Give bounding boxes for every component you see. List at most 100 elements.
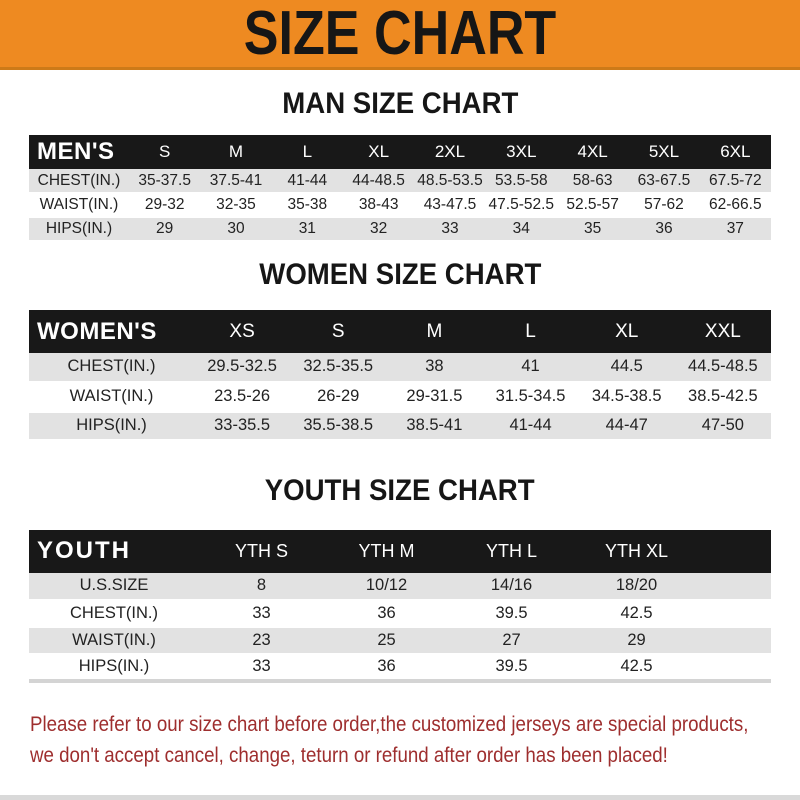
size-value: 35 [556,217,629,242]
column-header: XS [229,320,255,342]
size-value: 10/12 [324,572,449,601]
size-row: HIPS(IN.) 33-35.5 35.5-38.5 38.5-41 41-44 44-… [29,411,771,442]
size-header-row: MEN'S S M L XL 2XL 3XL 4XL 5XL 6XL [29,135,771,169]
size-value: 32-35 [200,193,272,218]
youth-table-body: U.S.SIZE 8 10/12 14/16 18/20 CHEST(IN.) 33 36 39… [29,572,771,682]
size-value: 29 [129,217,201,242]
size-value: 35-37.5 [129,169,201,194]
size-value: 31.5-34.5 [482,382,579,413]
size-value: 29.5-32.5 [194,353,291,384]
size-value: 26-29 [290,382,387,413]
men-table-body: CHEST(IN.) 35-37.5 37.5-41 41-44 44-48.5 48.5… [29,169,771,242]
size-value-empty [699,653,771,682]
size-value: 44-47 [578,411,675,442]
column-header: 6XL [720,142,751,161]
size-row: CHEST(IN.) 29.5-32.5 32.5-35.5 38 41 44.5 44.5… [29,353,771,384]
column-header: 5XL [648,142,680,161]
size-value: 36 [324,653,449,682]
row-label: CHEST(IN.) [29,599,199,628]
men-section: MAN SIZE CHART MEN'S S M L XL 2XL 3XL 4XL 5XL 6XL… [0,87,800,242]
size-value: 41-44 [271,169,343,194]
size-value: 41-44 [482,411,579,442]
table-group-label: YOUTH [37,537,131,564]
men-heading-text: MAN SIZE CHART [281,87,519,120]
size-value: 44.5-48.5 [674,353,771,384]
men-section-heading: MAN SIZE CHART [0,87,800,121]
size-value: 33 [199,599,324,628]
size-value: 32 [342,217,415,242]
size-row: WAIST(IN.) 23.5-26 26-29 29-31.5 31.5-34.5 34… [29,382,771,413]
size-value: 29-31.5 [386,382,483,413]
size-value: 27 [449,626,574,655]
size-row: CHEST(IN.) 33 36 39.5 42.5 [29,599,771,628]
youth-table-header: YOUTH YTH S YTH M YTH L YTH XL [29,529,771,573]
column-header: L [302,142,313,161]
size-value: 42.5 [574,599,699,628]
youth-size-table: YOUTH YTH S YTH M YTH L YTH XL U.S.SIZE 8 10/1… [29,529,771,683]
size-value: 44.5 [578,353,675,384]
women-table-header: WOMEN'S XS S M L XL XXL [29,310,771,353]
men-table-header: MEN'S S M L XL 2XL 3XL 4XL 5XL 6XL [29,135,771,169]
women-table-body: CHEST(IN.) 29.5-32.5 32.5-35.5 38 41 44.5 44.5… [29,353,771,442]
row-label: CHEST(IN.) [29,169,129,194]
size-value: 29-32 [129,193,201,218]
size-value: 57-62 [628,193,700,218]
row-label: WAIST(IN.) [29,626,199,655]
column-header: L [525,320,536,342]
size-row: WAIST(IN.) 29-32 32-35 35-38 38-43 43-47.5 47.… [29,193,771,218]
size-value: 47.5-52.5 [485,193,557,218]
disclaimer-line-2: we don't accept cancel, change, teturn o… [30,742,668,767]
size-value: 23 [199,626,324,655]
column-header: YTH S [234,540,288,561]
table-group-label: WOMEN'S [37,317,157,345]
size-value: 30 [200,217,272,242]
size-value-empty [699,572,771,601]
men-size-table: MEN'S S M L XL 2XL 3XL 4XL 5XL 6XL CHEST(IN.) 35-3… [29,135,771,242]
bottom-edge-strip [0,795,800,800]
size-value: 36 [628,217,700,242]
size-row: WAIST(IN.) 23 25 27 29 [29,626,771,655]
size-value: 41 [482,353,579,384]
women-heading-text: WOMEN SIZE CHART [258,258,542,291]
size-value: 29 [574,626,699,655]
women-section: WOMEN SIZE CHART WOMEN'S XS S M L XL XXL CHEST… [0,258,800,442]
size-value: 35-38 [271,193,343,218]
size-value: 37.5-41 [200,169,272,194]
column-header: YTH XL [604,540,669,561]
size-value: 67.5-72 [699,169,771,194]
row-label: WAIST(IN.) [29,193,129,218]
size-value: 25 [324,626,449,655]
column-header: XL [615,320,639,342]
size-value: 38 [386,353,483,384]
size-value: 63-67.5 [628,169,700,194]
size-value: 53.5-58 [485,169,557,194]
women-size-table: WOMEN'S XS S M L XL XXL CHEST(IN.) 29.5-32.5 32.… [29,310,771,442]
column-header-empty [699,530,771,573]
size-value: 18/20 [574,572,699,601]
size-value: 58-63 [556,169,629,194]
column-header: M [228,142,244,161]
size-header-row: YOUTH YTH S YTH M YTH L YTH XL [29,529,771,573]
column-header: S [158,142,171,161]
size-value: 38-43 [342,193,415,218]
size-value-empty [699,599,771,628]
row-label: HIPS(IN.) [29,653,199,682]
size-value: 32.5-35.5 [290,353,387,384]
size-value: 34.5-38.5 [578,382,675,413]
size-value: 52.5-57 [556,193,629,218]
size-value: 42.5 [574,653,699,682]
size-value: 39.5 [449,599,574,628]
column-header: M [426,320,443,342]
row-label: HIPS(IN.) [29,217,129,242]
row-label: CHEST(IN.) [29,353,194,384]
youth-section: YOUTH SIZE CHART YOUTH YTH S YTH M YTH L YTH… [0,474,800,683]
size-value: 38.5-42.5 [674,382,771,413]
size-value: 33 [199,653,324,682]
size-value: 37 [699,217,771,242]
size-value: 39.5 [449,653,574,682]
row-label: WAIST(IN.) [29,382,194,413]
table-group-label: MEN'S [37,138,115,165]
size-row: HIPS(IN.) 33 36 39.5 42.5 [29,653,771,682]
size-value: 44-48.5 [342,169,415,194]
size-value: 62-66.5 [699,193,771,218]
